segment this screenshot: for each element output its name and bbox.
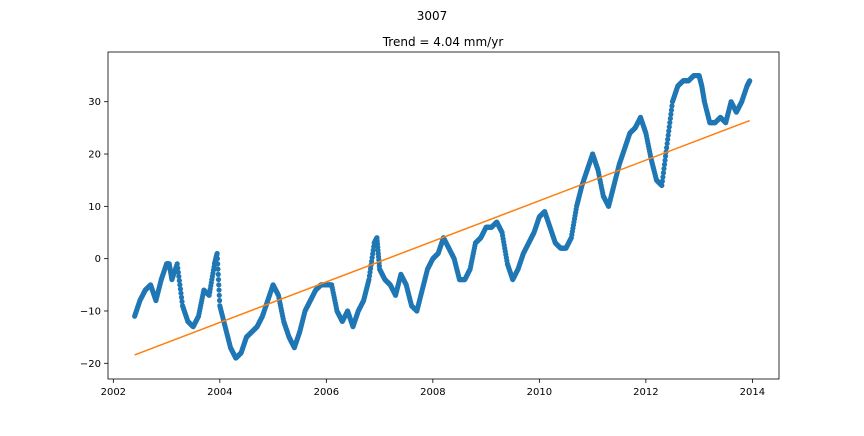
trend-line	[134, 119, 750, 356]
data-point	[669, 103, 675, 109]
x-tick-label: 2010	[527, 387, 552, 398]
data-point	[660, 174, 666, 180]
data-point	[215, 271, 221, 277]
y-tick-label: 30	[88, 97, 101, 108]
data-point	[668, 111, 674, 117]
data-point	[667, 120, 673, 126]
data-point	[667, 115, 673, 122]
data-points	[132, 72, 753, 361]
data-point	[215, 261, 221, 267]
data-point	[178, 290, 184, 296]
data-point	[665, 136, 671, 142]
data-point	[662, 157, 668, 163]
data-point	[216, 287, 222, 293]
data-point	[178, 294, 185, 300]
data-point	[176, 278, 182, 284]
x-tick-label: 2012	[633, 387, 658, 398]
data-point	[176, 273, 182, 280]
data-point	[668, 107, 675, 113]
plot-area	[108, 52, 779, 379]
data-point	[664, 140, 670, 147]
x-tick-label: 2002	[101, 387, 126, 398]
data-point	[214, 256, 221, 262]
figure-suptitle: 3007	[417, 9, 448, 23]
data-point	[666, 124, 672, 130]
x-tick-label: 2014	[740, 387, 765, 398]
data-point	[216, 292, 222, 298]
data-point	[214, 250, 220, 257]
data-point	[661, 161, 668, 168]
data-point	[747, 78, 753, 84]
data-point	[661, 166, 667, 172]
data-point	[177, 282, 183, 288]
y-tick-label: 0	[95, 254, 101, 265]
data-point	[665, 132, 671, 138]
x-tick-label: 2004	[207, 387, 232, 398]
x-tick-label: 2008	[420, 387, 445, 398]
data-point	[216, 297, 223, 304]
x-axis: 2002 2004 2006 2008 2010 2012 2014	[101, 379, 765, 398]
data-point	[175, 265, 181, 271]
y-axis: −20 −10 0 10 20 30	[80, 97, 108, 370]
data-point	[660, 170, 667, 176]
data-point	[175, 269, 181, 275]
data-point	[659, 182, 665, 189]
y-tick-label: −10	[80, 306, 101, 317]
data-point	[216, 282, 222, 288]
data-point	[179, 298, 185, 305]
chart-title: Trend = 4.04 mm/yr	[382, 35, 504, 49]
data-point	[662, 153, 669, 159]
y-tick-label: −20	[80, 359, 101, 370]
data-point	[215, 276, 222, 283]
data-point	[215, 266, 221, 272]
x-tick-label: 2006	[314, 387, 339, 398]
plot-frame	[107, 51, 780, 380]
data-point	[666, 128, 672, 134]
trend-line-group	[134, 119, 750, 356]
data-point	[659, 178, 665, 184]
data-point	[664, 145, 670, 151]
data-point	[174, 261, 180, 267]
y-tick-label: 20	[88, 150, 101, 161]
data-point	[177, 286, 184, 292]
y-tick-label: 10	[88, 202, 101, 213]
